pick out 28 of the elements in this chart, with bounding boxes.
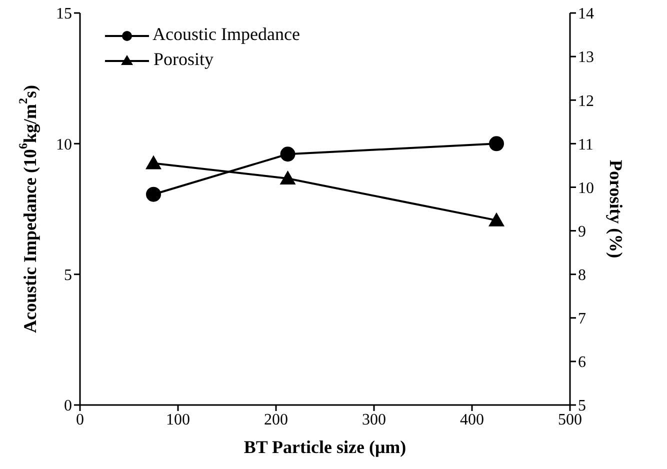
point [146,186,161,202]
y2-tick-label: 13 [578,49,594,66]
point [489,136,504,152]
y2-tick-label: 12 [578,92,594,110]
y2-tick-label: 14 [578,6,594,23]
x-tick-label: 300 [362,411,386,428]
point [488,212,504,226]
point [280,146,296,162]
y2-tick-label: 8 [578,267,586,284]
y-tick-label: 15 [56,6,72,23]
x-tick-label: 200 [264,411,288,428]
x-tick-label: 100 [166,411,190,428]
legend-label: Acoustic Impedance [152,24,300,44]
y2-tick-label: 9 [578,223,586,240]
y-tick-label: 0 [64,398,72,415]
y2-tick-label: 6 [578,354,586,372]
y2-tick-label: 10 [578,180,594,197]
y2-tick-label: 7 [578,310,586,328]
legend-label: Porosity [154,49,214,69]
y-tick-label: 5 [64,267,72,284]
y2-tick-label: 11 [578,136,594,154]
point [146,155,162,170]
x-axis-title: BT Particle size (μm) [244,437,406,457]
y-tick-label: 10 [56,136,72,154]
x-tick-label: 0 [76,411,84,428]
point [280,170,296,185]
y2-axis-title: Porosity (%) [606,160,626,258]
x-tick-label: 400 [460,411,484,428]
